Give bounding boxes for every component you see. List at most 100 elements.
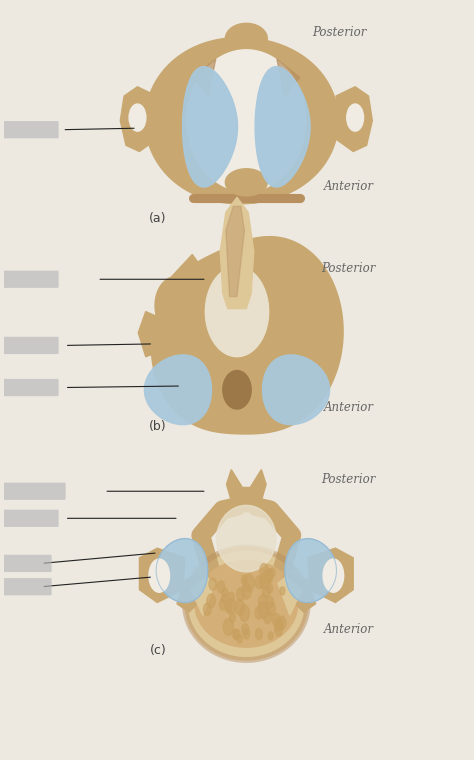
Polygon shape bbox=[139, 548, 185, 603]
Polygon shape bbox=[156, 539, 208, 603]
Polygon shape bbox=[277, 59, 300, 96]
Circle shape bbox=[227, 599, 236, 614]
Circle shape bbox=[233, 630, 238, 639]
Circle shape bbox=[244, 574, 255, 592]
Text: Anterior: Anterior bbox=[324, 401, 374, 413]
Polygon shape bbox=[225, 24, 267, 54]
Circle shape bbox=[258, 594, 267, 610]
Circle shape bbox=[237, 587, 245, 601]
Polygon shape bbox=[193, 59, 216, 96]
Circle shape bbox=[221, 594, 228, 603]
Polygon shape bbox=[217, 505, 276, 572]
Polygon shape bbox=[252, 255, 304, 321]
Circle shape bbox=[225, 601, 232, 613]
Circle shape bbox=[149, 559, 170, 592]
Circle shape bbox=[241, 583, 251, 599]
Circle shape bbox=[237, 635, 242, 643]
Polygon shape bbox=[263, 355, 329, 425]
Circle shape bbox=[243, 629, 250, 639]
Circle shape bbox=[347, 104, 364, 131]
Polygon shape bbox=[308, 548, 353, 603]
Circle shape bbox=[268, 632, 273, 640]
Circle shape bbox=[209, 578, 217, 591]
Polygon shape bbox=[285, 539, 337, 603]
Polygon shape bbox=[336, 87, 372, 151]
Circle shape bbox=[255, 629, 263, 640]
Polygon shape bbox=[225, 169, 267, 196]
Circle shape bbox=[272, 613, 280, 625]
Circle shape bbox=[235, 600, 245, 615]
Circle shape bbox=[203, 603, 211, 616]
Polygon shape bbox=[278, 277, 319, 334]
Polygon shape bbox=[255, 67, 310, 187]
Polygon shape bbox=[278, 577, 302, 616]
FancyBboxPatch shape bbox=[3, 121, 59, 138]
Text: Anterior: Anterior bbox=[324, 180, 374, 193]
Circle shape bbox=[260, 574, 269, 589]
Circle shape bbox=[255, 575, 264, 589]
Circle shape bbox=[229, 613, 235, 622]
Text: (b): (b) bbox=[149, 420, 167, 433]
Polygon shape bbox=[308, 312, 336, 356]
Polygon shape bbox=[145, 37, 338, 204]
Polygon shape bbox=[226, 207, 245, 296]
Circle shape bbox=[261, 575, 266, 584]
Circle shape bbox=[222, 588, 228, 597]
Circle shape bbox=[228, 592, 234, 602]
Polygon shape bbox=[155, 277, 196, 334]
Polygon shape bbox=[138, 312, 166, 356]
Text: Posterior: Posterior bbox=[321, 262, 376, 275]
Circle shape bbox=[266, 575, 271, 583]
FancyBboxPatch shape bbox=[3, 271, 59, 288]
Text: Anterior: Anterior bbox=[324, 623, 374, 636]
Polygon shape bbox=[191, 577, 215, 616]
Polygon shape bbox=[151, 236, 343, 434]
Circle shape bbox=[280, 587, 285, 595]
Circle shape bbox=[258, 601, 269, 619]
Polygon shape bbox=[205, 267, 269, 356]
Circle shape bbox=[275, 618, 283, 630]
Text: (c): (c) bbox=[149, 644, 166, 657]
Polygon shape bbox=[220, 198, 254, 309]
Polygon shape bbox=[185, 547, 308, 660]
Polygon shape bbox=[120, 87, 156, 151]
Circle shape bbox=[323, 559, 344, 592]
Circle shape bbox=[239, 605, 249, 622]
Circle shape bbox=[255, 606, 263, 619]
FancyBboxPatch shape bbox=[3, 510, 59, 527]
FancyBboxPatch shape bbox=[3, 337, 59, 354]
FancyBboxPatch shape bbox=[3, 379, 59, 396]
Circle shape bbox=[266, 596, 273, 609]
Circle shape bbox=[223, 619, 234, 635]
Circle shape bbox=[267, 602, 275, 616]
Polygon shape bbox=[177, 571, 209, 612]
Polygon shape bbox=[170, 255, 222, 321]
Circle shape bbox=[234, 629, 240, 640]
Circle shape bbox=[207, 594, 215, 608]
Circle shape bbox=[217, 581, 225, 593]
Polygon shape bbox=[187, 50, 306, 192]
Circle shape bbox=[219, 599, 227, 610]
Circle shape bbox=[278, 616, 286, 629]
Circle shape bbox=[242, 624, 249, 635]
Circle shape bbox=[270, 568, 275, 577]
Polygon shape bbox=[195, 560, 298, 648]
FancyBboxPatch shape bbox=[3, 555, 52, 572]
Polygon shape bbox=[145, 355, 211, 425]
Text: Posterior: Posterior bbox=[321, 473, 376, 486]
Circle shape bbox=[241, 575, 247, 584]
Polygon shape bbox=[227, 470, 266, 511]
Circle shape bbox=[129, 104, 146, 131]
Circle shape bbox=[264, 610, 272, 624]
Polygon shape bbox=[223, 371, 251, 409]
Circle shape bbox=[267, 584, 273, 593]
Circle shape bbox=[262, 586, 270, 598]
Circle shape bbox=[274, 623, 283, 636]
Text: Posterior: Posterior bbox=[312, 27, 366, 40]
Circle shape bbox=[264, 569, 273, 584]
Circle shape bbox=[260, 564, 268, 577]
FancyBboxPatch shape bbox=[3, 578, 52, 595]
Circle shape bbox=[268, 569, 273, 577]
Polygon shape bbox=[182, 67, 237, 187]
Circle shape bbox=[275, 619, 283, 631]
